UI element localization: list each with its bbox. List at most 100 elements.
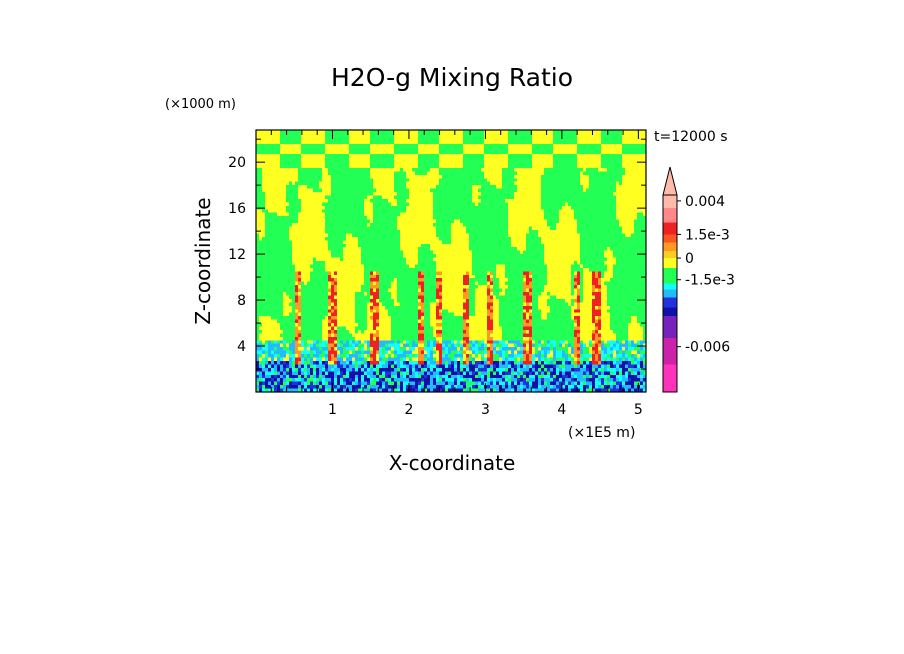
heatmap-cell	[451, 161, 455, 165]
heatmap-cell	[280, 247, 284, 251]
heatmap-cell	[340, 140, 344, 145]
heatmap-cell	[343, 154, 347, 158]
heatmap-cell	[445, 257, 449, 262]
heatmap-cell	[586, 198, 590, 203]
heatmap-cell	[448, 171, 452, 176]
heatmap-cell	[634, 164, 638, 169]
heatmap-cell	[301, 167, 305, 172]
heatmap-cell	[289, 254, 293, 258]
heatmap-cell	[280, 192, 284, 196]
heatmap-cell	[427, 147, 431, 151]
heatmap-cell	[295, 181, 299, 186]
heatmap-cell	[538, 161, 542, 165]
heatmap-cell	[280, 205, 284, 210]
heatmap-cell	[376, 226, 380, 231]
heatmap-cell	[475, 236, 479, 241]
heatmap-cell	[355, 171, 359, 176]
heatmap-cell	[418, 167, 422, 172]
heatmap-cell	[508, 198, 512, 203]
heatmap-cell	[313, 236, 317, 241]
heatmap-cell	[628, 202, 632, 207]
heatmap-cell	[592, 130, 596, 134]
heatmap-cell	[412, 181, 416, 186]
heatmap-cell	[481, 195, 485, 200]
heatmap-cell	[595, 171, 599, 176]
heatmap-cell	[469, 181, 473, 186]
heatmap-cell	[502, 192, 506, 196]
heatmap-cell	[505, 195, 509, 200]
heatmap-cell	[532, 202, 536, 207]
heatmap-cell	[610, 164, 614, 169]
heatmap-cell	[547, 254, 551, 258]
heatmap-cell	[304, 188, 308, 193]
heatmap-cell	[499, 233, 503, 238]
heatmap-cell	[595, 143, 599, 148]
heatmap-cell	[553, 154, 557, 158]
heatmap-cell	[628, 136, 632, 141]
heatmap-cell	[607, 133, 611, 138]
heatmap-cell	[610, 250, 614, 255]
heatmap-cell	[301, 174, 305, 179]
heatmap-cell	[613, 226, 617, 231]
heatmap-cell	[445, 229, 449, 234]
heatmap-cell	[385, 140, 389, 145]
heatmap-cell	[457, 154, 461, 158]
heatmap-cell	[391, 181, 395, 186]
heatmap-cell	[364, 236, 368, 241]
heatmap-cell	[394, 188, 398, 193]
heatmap-cell	[331, 147, 335, 151]
heatmap-cell	[349, 136, 353, 141]
heatmap-cell	[415, 226, 419, 231]
heatmap-cell	[409, 236, 413, 241]
heatmap-cell	[565, 150, 569, 155]
heatmap-cell	[487, 209, 491, 213]
heatmap-cell	[505, 143, 509, 148]
heatmap-cell	[517, 133, 521, 138]
heatmap-cell	[505, 243, 509, 248]
heatmap-cell	[382, 174, 386, 179]
heatmap-cell	[427, 205, 431, 210]
heatmap-cell	[565, 136, 569, 141]
heatmap-cell	[328, 212, 332, 217]
heatmap-cell	[328, 209, 332, 213]
heatmap-cell	[343, 205, 347, 210]
heatmap-cell	[322, 161, 326, 165]
heatmap-cell	[490, 243, 494, 248]
heatmap-cell	[559, 254, 563, 258]
heatmap-cell	[361, 161, 365, 165]
heatmap-cell	[526, 154, 530, 158]
heatmap-cell	[526, 254, 530, 258]
heatmap-cell	[538, 154, 542, 158]
heatmap-cell	[307, 223, 311, 227]
heatmap-cell	[409, 130, 413, 134]
heatmap-cell	[574, 140, 578, 145]
heatmap-cell	[487, 171, 491, 176]
heatmap-cell	[370, 157, 374, 162]
heatmap-cell	[364, 226, 368, 231]
heatmap-cell	[310, 167, 314, 172]
heatmap-cell	[424, 212, 428, 217]
heatmap-cell	[382, 147, 386, 151]
heatmap-cell	[352, 174, 356, 179]
heatmap-cell	[421, 254, 425, 258]
heatmap-cell	[634, 147, 638, 151]
heatmap-cell	[271, 216, 275, 220]
heatmap-cell	[316, 185, 320, 189]
heatmap-cell	[493, 250, 497, 255]
heatmap-cell	[262, 178, 266, 182]
heatmap-cell	[361, 192, 365, 196]
heatmap-cell	[295, 171, 299, 176]
heatmap-cell	[592, 198, 596, 203]
heatmap-cell	[541, 136, 545, 141]
heatmap-cell	[292, 154, 296, 158]
heatmap-cell	[610, 192, 614, 196]
heatmap-cell	[598, 192, 602, 196]
heatmap-cell	[526, 167, 530, 172]
heatmap-cell	[523, 254, 527, 258]
heatmap-cell	[568, 223, 572, 227]
heatmap-cell	[292, 209, 296, 213]
heatmap-cell	[478, 219, 482, 224]
heatmap-cell	[463, 209, 467, 213]
heatmap-cell	[595, 257, 599, 262]
heatmap-cell	[502, 219, 506, 224]
